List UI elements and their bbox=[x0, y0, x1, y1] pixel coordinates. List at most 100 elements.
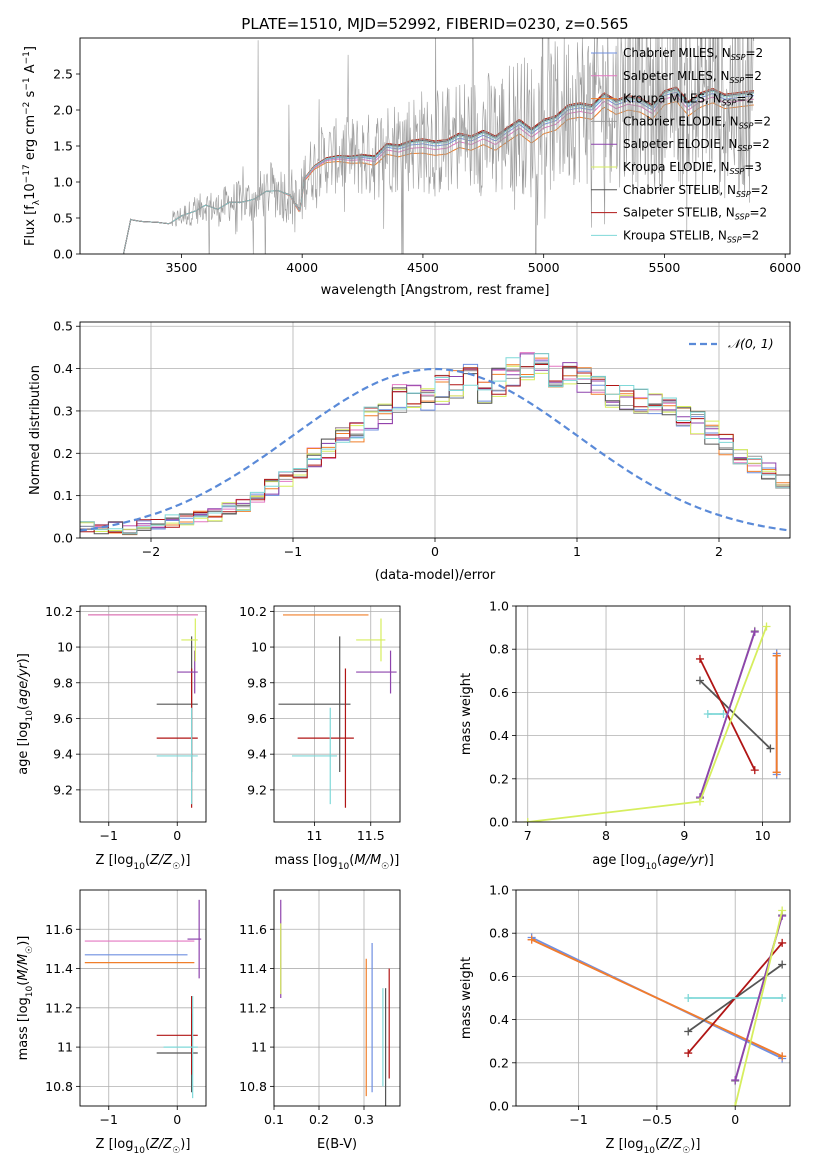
x-tick-label: 11 bbox=[307, 828, 323, 843]
y-tick-label: 9.6 bbox=[53, 711, 73, 726]
y-tick-label: 9.8 bbox=[53, 675, 73, 690]
marker-plus bbox=[684, 1049, 693, 1058]
y-tick-label: 11.4 bbox=[239, 961, 267, 976]
x-tick-label: 0 bbox=[173, 1112, 181, 1127]
y-tick-label: 0.0 bbox=[489, 815, 509, 830]
x-tick-label: 10 bbox=[755, 828, 771, 843]
x-tick-label: 5000 bbox=[528, 260, 560, 275]
panel-7: 0.1 0.2 0.3 10.8 11 11.2 11.4 11.6 E(B-V) bbox=[239, 889, 401, 1152]
panel-8: −1 −0.5 0 0.0 0.2 0.4 0.6 0.8 1.0 Z [log10(Z/Z☉)]… bbox=[459, 883, 791, 1156]
plot-area bbox=[80, 352, 790, 536]
figure-title: PLATE=1510, MJD=52992, FIBERID=0230, z=0… bbox=[241, 15, 628, 33]
mass-weight-line bbox=[527, 626, 768, 822]
grid bbox=[273, 890, 400, 1106]
marker-plus bbox=[762, 622, 771, 631]
marker-plus bbox=[695, 676, 704, 685]
y-tick-label: 1.0 bbox=[53, 175, 73, 190]
histogram-step bbox=[80, 357, 790, 536]
x-axis-label: Z [log10(Z/Z☉)] bbox=[606, 1137, 701, 1156]
y-tick-label: 9.2 bbox=[53, 782, 73, 797]
y-tick-label: 10 bbox=[251, 640, 267, 655]
y-tick-label: 0.4 bbox=[489, 1012, 509, 1027]
marker-plus bbox=[766, 744, 775, 753]
y-tick-label: 0.6 bbox=[489, 685, 509, 700]
y-axis-label: Normed distribution bbox=[28, 365, 43, 495]
x-axis-label: mass [log10(M/M☉)] bbox=[275, 853, 400, 872]
y-tick-label: 9.4 bbox=[247, 747, 267, 762]
x-tick-label: −1 bbox=[100, 828, 118, 843]
marker-plus bbox=[527, 935, 536, 944]
ticks: −2 −1 0 1 2 0.0 0.1 0.2 0.3 0.4 0.5 bbox=[53, 319, 723, 559]
marker-plus bbox=[750, 627, 759, 636]
legend-label: 𝒩(0, 1) bbox=[728, 336, 774, 351]
legend: 𝒩(0, 1) bbox=[689, 336, 774, 351]
marker-plus bbox=[750, 766, 759, 775]
marker-plus bbox=[772, 768, 781, 777]
x-tick-label: 5500 bbox=[649, 260, 681, 275]
legend: Chabrier MILES, NSSP=2 Salpeter MILES, NS… bbox=[591, 46, 771, 244]
axes-frame bbox=[79, 889, 207, 1107]
y-tick-label: 9.2 bbox=[247, 782, 267, 797]
panel-6: −1 0 10.8 11 11.2 11.4 11.6 Z [log10(Z/Z☉)] mass… bbox=[16, 889, 207, 1156]
histogram-step bbox=[80, 352, 790, 530]
ticks: 3500 4000 4500 5000 5500 6000 0.0 0.5 1.0 1.5 2.0 2… bbox=[53, 67, 801, 276]
y-tick-label: 2.0 bbox=[53, 103, 73, 118]
y-tick-label: 9.8 bbox=[247, 675, 267, 690]
x-tick-label: −0.5 bbox=[642, 1112, 672, 1127]
panel-5: 7 8 9 10 0.0 0.2 0.4 0.6 0.8 1.0 age [log10(age/yr… bbox=[459, 599, 791, 872]
x-axis-label: E(B-V) bbox=[317, 1137, 357, 1152]
grid bbox=[516, 605, 790, 823]
y-axis-label: age [log10(age/yr)] bbox=[16, 653, 35, 775]
histogram-step bbox=[80, 364, 790, 535]
marker-plus bbox=[684, 1027, 693, 1036]
legend-label: Chabrier STELIB, NSSP=2 bbox=[623, 183, 768, 199]
x-tick-label: 3500 bbox=[166, 260, 198, 275]
x-axis-label: (data-model)/error bbox=[375, 568, 496, 583]
x-axis-label: Z [log10(Z/Z☉)] bbox=[96, 1137, 191, 1156]
y-axis-label: Flux [fλ10−17 erg cm−2 s−1 A−1] bbox=[22, 46, 42, 246]
y-tick-label: 1.0 bbox=[489, 883, 509, 898]
panel-2: −2 −1 0 1 2 0.0 0.1 0.2 0.3 0.4 0.5 𝒩(0, 1) (data-mo… bbox=[28, 319, 791, 583]
histogram-step bbox=[80, 365, 790, 532]
x-tick-label: 4000 bbox=[286, 260, 318, 275]
y-axis-label: mass weight bbox=[459, 957, 474, 1039]
y-tick-label: 0.0 bbox=[53, 247, 73, 262]
axes-frame bbox=[273, 605, 401, 823]
y-axis-label: mass [log10(M/M☉)] bbox=[16, 936, 35, 1061]
marker-plus bbox=[523, 818, 532, 822]
grid bbox=[80, 606, 206, 822]
y-tick-label: 0.2 bbox=[53, 446, 73, 461]
marker-plus bbox=[695, 654, 704, 663]
legend-label: Salpeter ELODIE, NSSP=2 bbox=[623, 137, 770, 153]
plot-area bbox=[280, 899, 390, 1106]
plot-area bbox=[527, 906, 787, 1106]
x-tick-label: 0.1 bbox=[264, 1112, 284, 1127]
y-tick-label: 0.8 bbox=[489, 642, 509, 657]
ticks: 0.1 0.2 0.3 10.8 11 11.2 11.4 11.6 bbox=[239, 922, 374, 1127]
axes-frame bbox=[515, 889, 791, 1107]
marker-plus bbox=[778, 1052, 787, 1061]
y-tick-label: 10.8 bbox=[45, 1079, 73, 1094]
y-tick-label: 0.1 bbox=[53, 488, 73, 503]
x-tick-label: 7 bbox=[524, 828, 532, 843]
x-tick-label: 2 bbox=[715, 544, 723, 559]
mass-weight-line bbox=[734, 910, 784, 1106]
grid bbox=[80, 890, 206, 1106]
axes-frame bbox=[79, 605, 207, 823]
axes-frame bbox=[79, 321, 791, 539]
plot-area bbox=[123, 38, 755, 254]
x-tick-label: 1 bbox=[573, 544, 581, 559]
y-axis-label: mass weight bbox=[459, 673, 474, 755]
normal-curve bbox=[80, 367, 790, 532]
mass-weight-line bbox=[699, 679, 772, 750]
y-tick-label: 0.0 bbox=[489, 1099, 509, 1114]
x-tick-label: −1 bbox=[569, 1112, 587, 1127]
x-tick-label: −1 bbox=[100, 1112, 118, 1127]
y-tick-label: 10.8 bbox=[239, 1079, 267, 1094]
x-tick-label: 4500 bbox=[407, 260, 439, 275]
marker-plus bbox=[778, 960, 787, 969]
x-tick-label: 8 bbox=[602, 828, 610, 843]
marker-plus bbox=[695, 797, 704, 806]
panel-4: 11 11.5 9.2 9.4 9.6 9.8 10 10.2 mass [log10(M/M☉… bbox=[239, 604, 401, 872]
